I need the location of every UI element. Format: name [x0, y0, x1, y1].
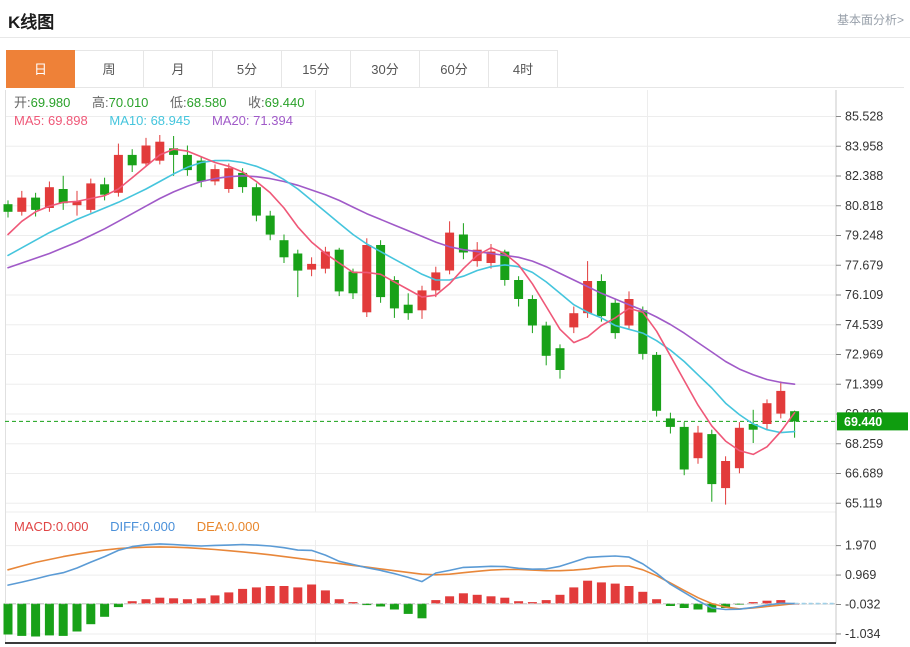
diff-value: 0.000: [142, 519, 176, 534]
fundamental-analysis-link[interactable]: 基本面分析>: [836, 13, 904, 27]
svg-text:85.528: 85.528: [845, 110, 883, 124]
svg-text:77.679: 77.679: [845, 258, 883, 272]
svg-text:79.248: 79.248: [845, 229, 883, 243]
high-value: 70.010: [108, 95, 149, 110]
svg-text:66.689: 66.689: [845, 467, 883, 481]
macd-row: MACD:0.000 DIFF:0.000 DEA:0.000: [14, 519, 260, 534]
ma10-label: MA10:: [109, 113, 147, 128]
close-value: 69.440: [264, 95, 305, 110]
last-price-badge: 69.440: [837, 412, 908, 431]
svg-text:83.958: 83.958: [845, 139, 883, 153]
dea-value: 0.000: [227, 519, 260, 534]
tab-period-0[interactable]: 日: [6, 50, 75, 88]
ma-lines-layer: [7, 148, 796, 456]
tab-period-4[interactable]: 15分: [282, 50, 351, 88]
svg-text:-1.034: -1.034: [845, 627, 880, 641]
tab-period-3[interactable]: 5分: [213, 50, 282, 88]
period-tabs: 日周月 5分 15分 30分 60分 4时: [6, 50, 904, 88]
svg-text:72.969: 72.969: [845, 348, 883, 362]
tab-period-7[interactable]: 4时: [489, 50, 558, 88]
candles-layer: [3, 135, 800, 505]
ma5-value: 69.898: [47, 113, 88, 128]
svg-text:68.259: 68.259: [845, 437, 883, 451]
low-label: 低:: [170, 95, 187, 110]
open-label: 开:: [14, 95, 31, 110]
tab-period-1[interactable]: 周: [75, 50, 144, 88]
macd-label: MACD:: [14, 519, 56, 534]
y-axis-labels: 85.528 83.958 82.388 80.818 79.248 77.679 76.1…: [836, 110, 883, 641]
open-value: 69.980: [30, 95, 71, 110]
macd-histogram-layer: [3, 580, 836, 637]
tab-period-5[interactable]: 30分: [351, 50, 420, 88]
svg-text:-0.032: -0.032: [845, 598, 880, 612]
svg-text:80.818: 80.818: [845, 199, 883, 213]
svg-text:69.440: 69.440: [844, 415, 882, 429]
svg-text:0.969: 0.969: [845, 568, 876, 582]
tab-period-6[interactable]: 60分: [420, 50, 489, 88]
svg-text:65.119: 65.119: [845, 496, 882, 510]
page-title: K线图: [8, 13, 55, 32]
diff-label: DIFF:: [110, 519, 143, 534]
ma-row: MA5: 69.898 MA10: 68.945 MA20: 71.394: [14, 113, 293, 128]
close-label: 收:: [248, 95, 265, 110]
grid-layer: [5, 90, 837, 644]
svg-text:71.399: 71.399: [845, 377, 883, 391]
ma5-label: MA5:: [14, 113, 45, 128]
ohlc-row: 开:69.980 高:70.010 低:68.580 收:69.440: [14, 92, 304, 111]
ma20-label: MA20:: [211, 113, 250, 128]
svg-text:76.109: 76.109: [845, 288, 883, 302]
macd-lines-layer: [7, 543, 836, 611]
high-label: 高:: [92, 95, 109, 110]
macd-value: 0.000: [55, 519, 89, 534]
low-value: 68.580: [186, 95, 227, 110]
ma10-value: 68.945: [150, 113, 191, 128]
title-bar: K线图 基本面分析>: [0, 0, 910, 38]
svg-text:82.388: 82.388: [845, 169, 883, 183]
svg-text:74.539: 74.539: [845, 318, 883, 332]
dea-label: DEA:: [196, 519, 228, 534]
tab-period-2[interactable]: 月: [144, 50, 213, 88]
ma20-value: 71.394: [253, 113, 293, 128]
svg-text:1.970: 1.970: [845, 539, 876, 553]
